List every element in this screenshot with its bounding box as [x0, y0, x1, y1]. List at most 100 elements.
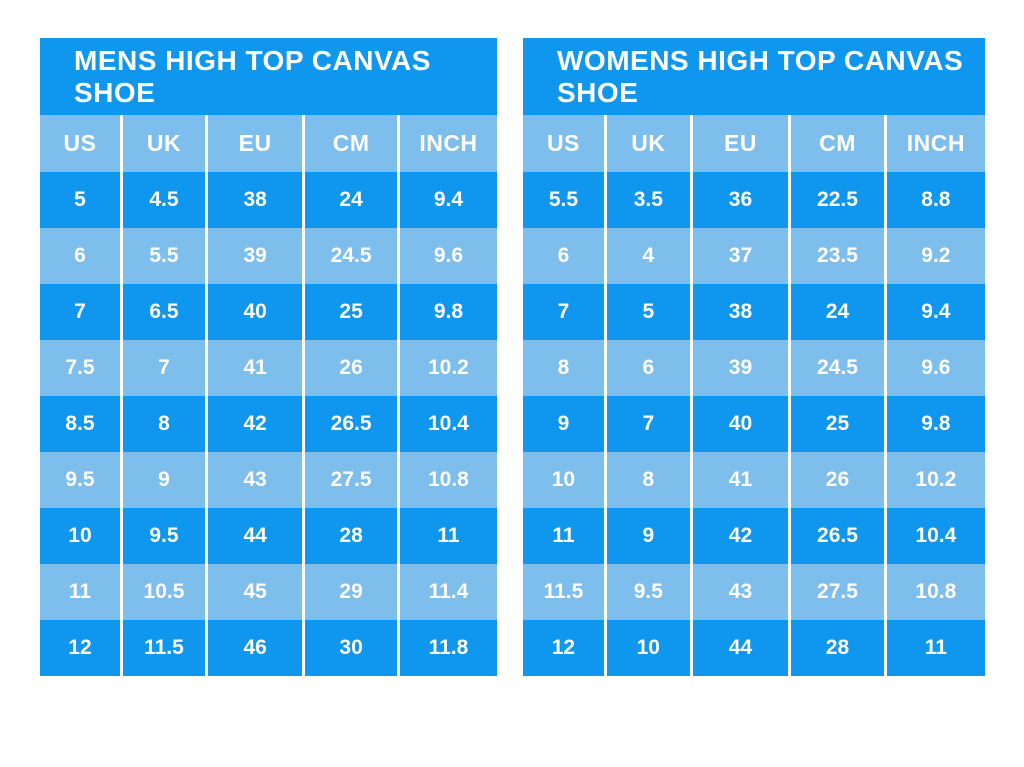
table-row: 11.5 9.5 43 27.5 10.8: [523, 564, 985, 620]
table-row: 5 4.5 38 24 9.4: [40, 172, 497, 228]
size-cell: 9.4: [883, 284, 985, 340]
size-cell: 10.8: [396, 452, 497, 508]
table-row: 7 5 38 24 9.4: [523, 284, 985, 340]
size-cell: 24.5: [302, 228, 397, 284]
size-cell: 8: [603, 452, 690, 508]
size-cell: 5: [603, 284, 690, 340]
table-title: MENS HIGH TOP CANVAS SHOE: [40, 38, 497, 115]
size-cell: 44: [689, 620, 788, 676]
size-cell: 24.5: [788, 340, 884, 396]
size-cell: 12: [551, 636, 576, 659]
size-cell: 11.5: [119, 620, 205, 676]
size-cell: 43: [204, 452, 302, 508]
size-cell: 11: [68, 580, 92, 603]
size-cell: 11.5: [543, 580, 584, 603]
size-cell: 25: [788, 396, 884, 452]
table-row: 8.5 8 42 26.5 10.4: [40, 396, 497, 452]
table-row: 12 10 44 28 11: [523, 620, 985, 676]
column-header-cm: CM: [302, 115, 397, 172]
size-cell: 10.4: [883, 508, 985, 564]
size-cell: 27.5: [302, 452, 397, 508]
size-cell: 9.5: [119, 508, 205, 564]
size-cell: 28: [302, 508, 397, 564]
size-cell: 42: [689, 508, 788, 564]
womens-size-chart-table: WOMENS HIGH TOP CANVAS SHOE US UK EU CM INCH 5…: [523, 38, 985, 676]
size-cell: 8.8: [883, 172, 985, 228]
column-header-inch: INCH: [883, 115, 985, 172]
size-cell: 10.5: [119, 564, 205, 620]
table-row: 12 11.5 46 30 11.8: [40, 620, 497, 676]
size-cell: 24: [788, 284, 884, 340]
size-cell: 40: [204, 284, 302, 340]
size-cell: 9.8: [396, 284, 497, 340]
size-cell: 38: [689, 284, 788, 340]
mens-size-chart-table: MENS HIGH TOP CANVAS SHOE US UK EU CM INCH 5 4.…: [40, 38, 497, 676]
size-cell: 8: [119, 396, 205, 452]
size-cell: 45: [204, 564, 302, 620]
size-cell: 6: [74, 244, 86, 267]
size-cell: 4.5: [119, 172, 205, 228]
size-cell: 37: [689, 228, 788, 284]
table-row: 6 5.5 39 24.5 9.6: [40, 228, 497, 284]
table-row: 11 10.5 45 29 11.4: [40, 564, 497, 620]
size-cell: 26: [788, 452, 884, 508]
size-cell: 9: [603, 508, 690, 564]
size-cell: 22.5: [788, 172, 884, 228]
size-cell: 26.5: [302, 396, 397, 452]
table-row: 6 4 37 23.5 9.2: [523, 228, 985, 284]
size-cell: 36: [689, 172, 788, 228]
size-cell: 10: [603, 620, 690, 676]
size-cell: 9.8: [883, 396, 985, 452]
table-header-row: US UK EU CM INCH: [40, 115, 497, 172]
column-header-uk: UK: [603, 115, 690, 172]
size-cell: 11: [883, 620, 985, 676]
size-cell: 43: [689, 564, 788, 620]
size-cell: 6.5: [119, 284, 205, 340]
size-cell: 10: [68, 524, 92, 547]
column-header-uk: UK: [119, 115, 205, 172]
size-cell: 7: [557, 300, 570, 323]
table-title: WOMENS HIGH TOP CANVAS SHOE: [523, 38, 985, 115]
size-cell: 10.4: [396, 396, 497, 452]
table-row: 5.5 3.5 36 22.5 8.8: [523, 172, 985, 228]
size-cell: 5.5: [548, 188, 579, 211]
table-row: 8 6 39 24.5 9.6: [523, 340, 985, 396]
size-cell: 7.5: [65, 356, 95, 379]
table-row: 9 7 40 25 9.8: [523, 396, 985, 452]
size-cell: 8.5: [65, 412, 95, 435]
size-cell: 8: [557, 356, 570, 379]
size-cell: 9.5: [65, 468, 95, 491]
size-cell: 6: [603, 340, 690, 396]
size-cell: 28: [788, 620, 884, 676]
size-cell: 9.2: [883, 228, 985, 284]
column-header-inch: INCH: [396, 115, 497, 172]
table-row: 10 8 41 26 10.2: [523, 452, 985, 508]
size-cell: 7: [603, 396, 690, 452]
table-row: 7 6.5 40 25 9.8: [40, 284, 497, 340]
tables-row: MENS HIGH TOP CANVAS SHOE US UK EU CM INCH 5 4.…: [40, 38, 985, 676]
column-header-eu: EU: [689, 115, 788, 172]
column-header-us: US: [63, 130, 97, 156]
size-cell: 24: [302, 172, 397, 228]
size-cell: 46: [204, 620, 302, 676]
table-header-row: US UK EU CM INCH: [523, 115, 985, 172]
size-cell: 11: [396, 508, 497, 564]
size-cell: 9.5: [603, 564, 690, 620]
size-cell: 9: [119, 452, 205, 508]
size-cell: 27.5: [788, 564, 884, 620]
size-cell: 11: [552, 524, 575, 547]
size-cell: 5: [74, 188, 86, 211]
size-cell: 9: [557, 412, 570, 435]
table-row: 10 9.5 44 28 11: [40, 508, 497, 564]
column-header-cm: CM: [788, 115, 884, 172]
size-cell: 39: [689, 340, 788, 396]
size-cell: 6: [557, 244, 570, 267]
size-cell: 7: [119, 340, 205, 396]
table-row: 11 9 42 26.5 10.4: [523, 508, 985, 564]
size-cell: 41: [204, 340, 302, 396]
size-cell: 4: [603, 228, 690, 284]
size-cell: 29: [302, 564, 397, 620]
size-cell: 26.5: [788, 508, 884, 564]
size-cell: 9.6: [396, 228, 497, 284]
size-cell: 26: [302, 340, 397, 396]
